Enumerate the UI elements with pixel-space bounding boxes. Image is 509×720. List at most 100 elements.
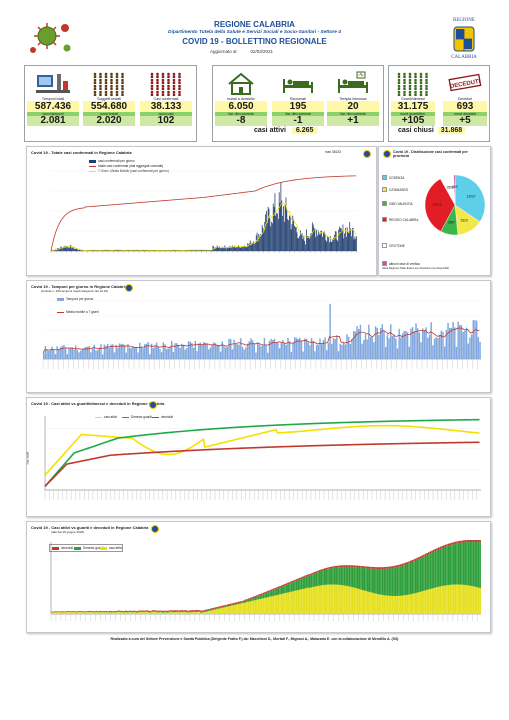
active-bar [416, 592, 419, 614]
deceased-bar [214, 607, 217, 609]
active-bar [284, 593, 286, 614]
daily-case-bar [180, 250, 181, 251]
virus-logo-icon [30, 23, 71, 53]
daily-case-bar [63, 247, 65, 251]
deceased-bar [148, 610, 151, 612]
daily-case-bar [171, 250, 173, 251]
active-bar [165, 612, 167, 614]
active-bar [477, 587, 480, 614]
daily-tests-bar [422, 328, 424, 359]
deceased-bar [89, 611, 91, 612]
daily-tests-bar [71, 347, 74, 359]
cases-grid-icon-graphic [150, 72, 181, 96]
recovered-bar [332, 568, 334, 585]
daily-tests-bar [430, 322, 432, 359]
daily-case-bar [146, 250, 147, 251]
deceased-bar [428, 552, 430, 555]
daily-case-bar [138, 250, 140, 251]
daily-tests-bar [196, 351, 198, 359]
daily-tests-bar [145, 343, 148, 359]
active-bar [350, 586, 352, 614]
daily-case-bar [192, 250, 194, 251]
deceased-bar [376, 567, 379, 569]
active-bar [259, 598, 261, 614]
daily-tests-bar [218, 345, 220, 359]
deceased-bar [434, 548, 437, 551]
deceased-bar [391, 566, 394, 569]
daily-case-bar [173, 250, 175, 251]
active-bar [429, 588, 432, 614]
daily-case-bar [193, 250, 195, 251]
daily-tests-bar [391, 335, 394, 359]
active-bar [426, 589, 428, 614]
deceased-bar [94, 611, 96, 613]
active-bar [70, 612, 73, 614]
daily-tests-bar [59, 347, 62, 359]
active-bar [294, 590, 296, 614]
daily-tests-bar [416, 328, 419, 359]
daily-tests-bar [418, 332, 421, 359]
recovered-bar [355, 567, 357, 589]
daily-tests-bar [120, 344, 122, 359]
daily-tests-bar [95, 350, 97, 359]
active-bar [385, 595, 387, 614]
daily-tests-bar [208, 349, 210, 359]
cumulative-line [50, 175, 357, 252]
active-bar [237, 604, 240, 614]
daily-case-bar [328, 237, 329, 251]
card-guariti-dimessi: Guariti/dimessi 31.175 nuovi guariti/dim. +… [391, 68, 435, 126]
active-bar [67, 611, 70, 614]
daily-tests-bar [133, 348, 136, 359]
daily-case-bar [340, 228, 342, 251]
legend-province-0: COSENZA [382, 175, 404, 180]
deceased-bar [72, 611, 75, 612]
active-bar [444, 585, 447, 614]
deceased-bar [459, 540, 462, 543]
deceased-bar [270, 589, 273, 591]
active-bar [194, 612, 197, 614]
daily-case-bar [156, 250, 158, 251]
daily-tests-bar [329, 303, 331, 359]
active-bar [168, 612, 170, 614]
deceased-bar [156, 610, 159, 612]
active-bar [60, 611, 63, 614]
daily-case-bar [231, 247, 232, 251]
daily-tests-bar [90, 352, 92, 359]
card-sub-label: Var. rilev.corrente [272, 112, 324, 116]
daily-case-bar [241, 246, 243, 251]
deceased-bar [452, 542, 455, 545]
deceased-bar [269, 590, 271, 592]
deceased-bar [327, 567, 329, 570]
deceased-bar [219, 606, 222, 608]
active-bar [252, 600, 255, 614]
deceased-bar [237, 601, 240, 604]
active-bar [181, 612, 184, 614]
active-bar [295, 590, 298, 614]
deceased-bar [206, 609, 209, 611]
active-vs-recovered-panel: Covid 19 - Casi attivi vs guariti/dimess… [25, 397, 491, 517]
active-bar [84, 612, 86, 614]
deceased-bar [145, 610, 147, 612]
recovered-bar [335, 567, 338, 585]
positives-group [212, 65, 384, 142]
recovered-bar [449, 545, 452, 585]
daily-case-bar [145, 249, 147, 251]
daily-tests-bar [49, 350, 52, 359]
daily-case-bar [258, 233, 260, 251]
active-bar [409, 594, 412, 614]
deceased-bar [375, 567, 377, 569]
daily-case-bar [136, 250, 138, 251]
deceased-bar [398, 564, 400, 567]
deceased-bar [284, 583, 286, 586]
daily-tests-bar [326, 350, 328, 359]
daily-case-bar [204, 250, 206, 251]
daily-tests-bar [209, 347, 212, 359]
active-bar [199, 612, 202, 614]
daily-case-bar [147, 250, 148, 251]
active-bar [285, 592, 288, 614]
recovered-line [44, 418, 480, 487]
daily-case-bar [257, 241, 259, 251]
daily-case-bar [348, 232, 350, 251]
daily-tests-bar [203, 342, 205, 359]
